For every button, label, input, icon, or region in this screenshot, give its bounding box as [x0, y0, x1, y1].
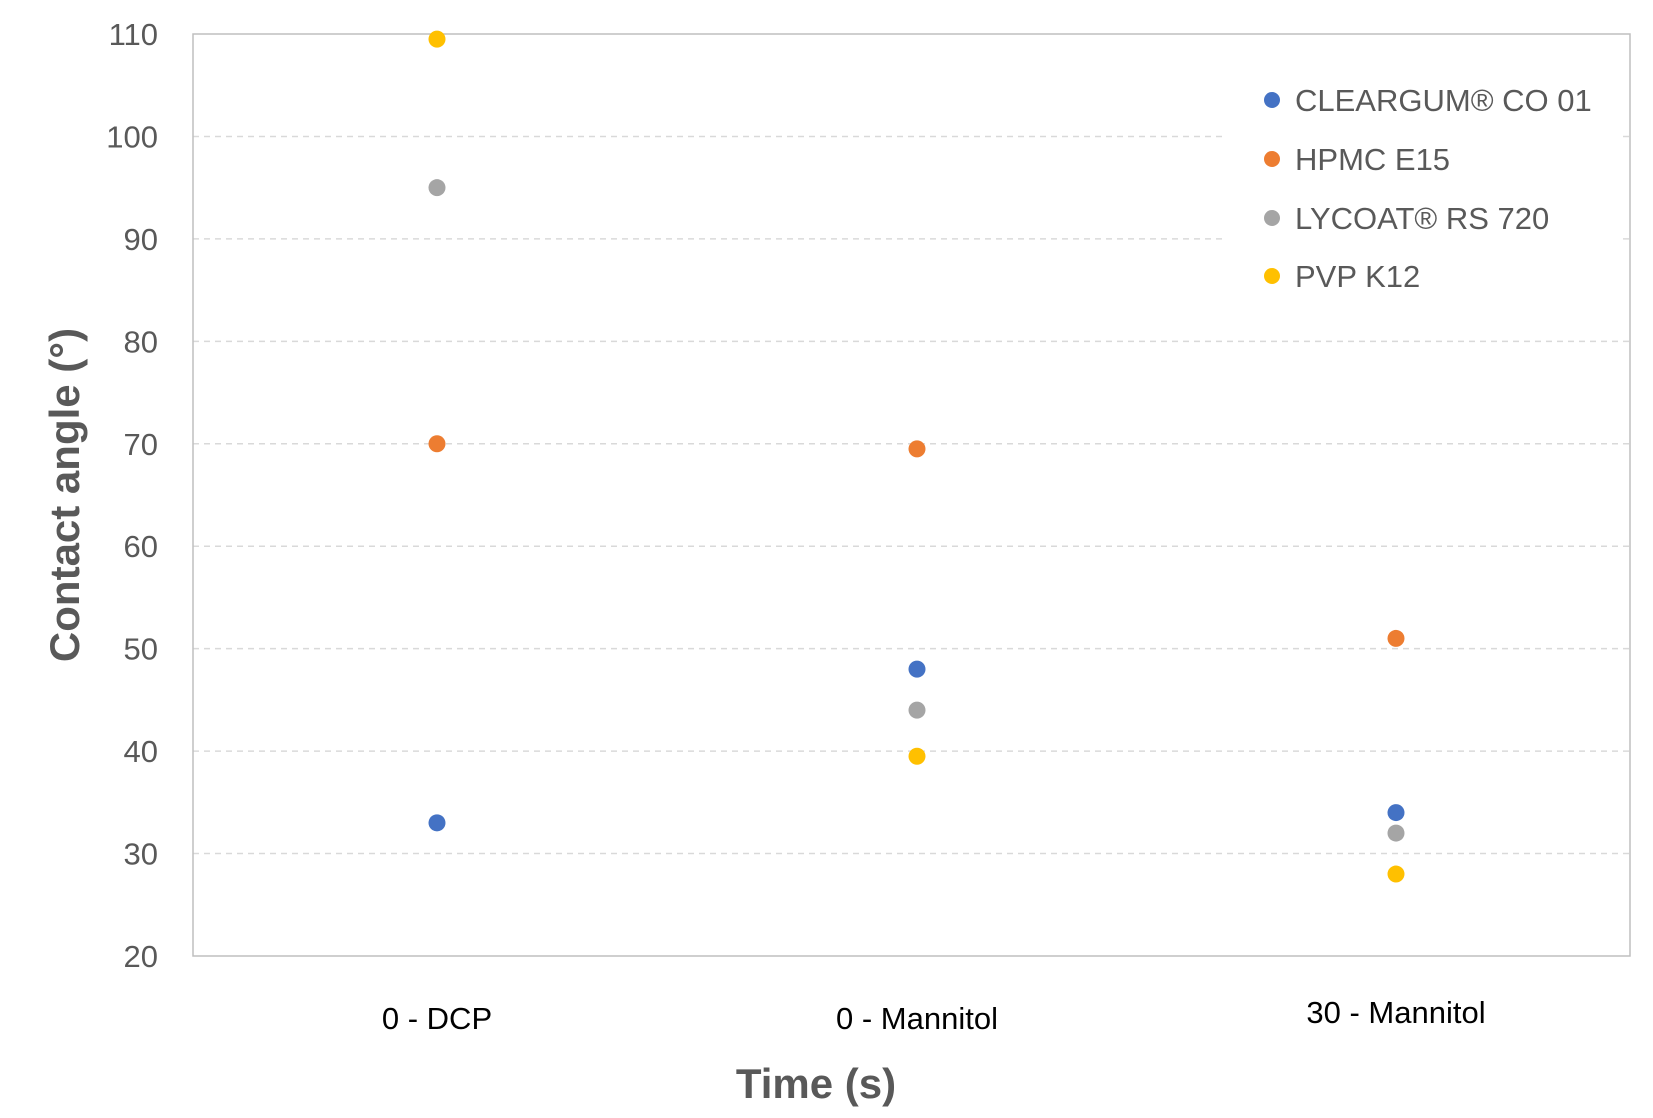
y-tick-label: 90	[124, 222, 158, 257]
data-point	[908, 440, 926, 458]
y-tick-label: 100	[106, 119, 158, 154]
x-category-label: 0 - DCP	[382, 1001, 492, 1036]
x-category-label: 0 - Mannitol	[836, 1001, 998, 1036]
plot-area-frame	[192, 33, 1631, 957]
legend-marker	[1264, 268, 1280, 284]
data-point	[1387, 804, 1405, 822]
y-tick-label: 70	[124, 427, 158, 462]
legend-marker	[1264, 151, 1280, 167]
legend-marker	[1264, 92, 1280, 108]
data-point	[428, 435, 446, 453]
y-tick-label: 50	[124, 632, 158, 667]
x-axis-categories: 0 - DCP 0 - Mannitol 30 - Mannitol	[382, 995, 1486, 1036]
y-tick-label: 80	[124, 324, 158, 359]
y-tick-label: 40	[124, 734, 158, 769]
y-tick-label: 20	[124, 939, 158, 974]
data-point	[428, 814, 446, 832]
data-point	[1387, 824, 1405, 842]
data-point	[908, 660, 926, 678]
data-point	[428, 179, 446, 197]
data-points	[428, 30, 1405, 883]
legend-background	[1225, 64, 1620, 314]
y-tick-label: 30	[124, 837, 158, 872]
legend-label: HPMC E15	[1295, 142, 1450, 177]
data-point	[428, 30, 446, 48]
data-point	[1387, 865, 1405, 883]
data-point	[1387, 629, 1405, 647]
data-point	[908, 747, 926, 765]
legend-marker	[1264, 210, 1280, 226]
x-axis-title: Time (s)	[736, 1060, 896, 1107]
legend: CLEARGUM® CO 01 HPMC E15 LYCOAT® RS 720 PVP…	[1264, 83, 1592, 294]
y-axis-title: Contact angle (°)	[41, 328, 88, 662]
y-tick-label: 60	[124, 529, 158, 564]
legend-label: CLEARGUM® CO 01	[1295, 83, 1592, 118]
legend-label: LYCOAT® RS 720	[1295, 201, 1549, 236]
x-category-label: 30 - Mannitol	[1306, 995, 1485, 1030]
y-tick-label: 110	[109, 17, 158, 52]
y-axis-ticks: 20 30 40 50 60 70 80 90 100 110	[106, 17, 158, 974]
data-point	[908, 701, 926, 719]
legend-label: PVP K12	[1295, 259, 1420, 294]
